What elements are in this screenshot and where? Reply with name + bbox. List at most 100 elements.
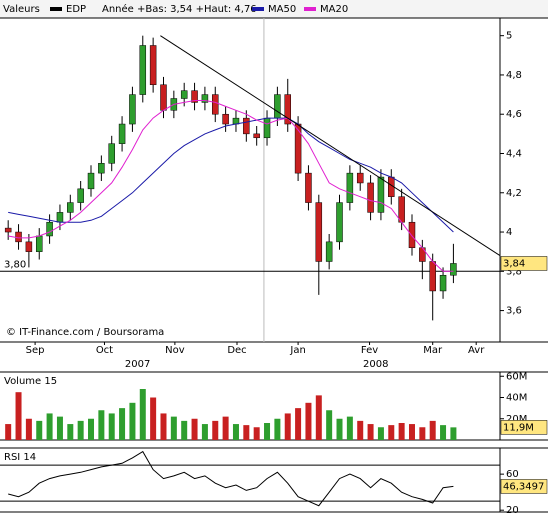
last-value-box (500, 420, 548, 435)
candle-body (439, 274, 447, 292)
volume-bar (222, 416, 229, 440)
volume-bar (139, 389, 146, 440)
volume-bar (160, 413, 167, 440)
legend-swatch (252, 7, 264, 11)
volume-bar (367, 424, 374, 440)
volume-bar (450, 427, 457, 440)
last-value-box (500, 479, 548, 494)
volume-bar (15, 392, 22, 440)
candle-body (336, 202, 343, 243)
moving-average (8, 100, 454, 272)
candle-body (98, 163, 105, 174)
candle-body (77, 188, 84, 203)
legend-ma20: MA20 (320, 4, 348, 15)
volume-bar (336, 418, 343, 440)
candle-body (25, 241, 33, 252)
volume-bar (56, 416, 63, 440)
y-tick-label: 5 (506, 31, 512, 42)
y-tick-label: 20M (506, 414, 527, 425)
volume-bar (191, 418, 198, 440)
support-label: 3,80 (4, 259, 26, 270)
candle-body (191, 90, 198, 103)
legend-symbol: EDP (66, 4, 86, 15)
last-value-label: 11,9M (503, 422, 534, 433)
volume-bar (346, 416, 353, 440)
x-tick-label: Nov (165, 345, 185, 356)
candle-body (87, 172, 95, 190)
candle-body (56, 212, 64, 223)
y-tick-label: 4,4 (506, 148, 522, 159)
candle-body (305, 172, 312, 203)
candle-body (4, 227, 12, 233)
volume-bar (150, 397, 157, 440)
panel-title: Volume 15 (4, 376, 57, 387)
panel-title: RSI 14 (4, 452, 36, 463)
candle-body (201, 94, 209, 103)
range-info: Année +Bas: 3,54 +Haut: 4,76 (102, 3, 257, 15)
candle-body (429, 261, 436, 292)
y-tick-label: 60M (506, 371, 527, 382)
volume-bar (408, 424, 415, 440)
y-tick-label: 20 (506, 505, 519, 516)
candle-body (294, 123, 302, 174)
candle-body (243, 117, 250, 135)
x-tick-label: Jan (289, 345, 305, 356)
candle-body (367, 182, 374, 213)
volume-bar (377, 427, 384, 440)
y-tick-label: 40M (506, 393, 527, 404)
candle-body (284, 94, 291, 125)
volume-bar (170, 416, 177, 440)
volume-bar (77, 420, 84, 440)
y-tick-label: 4,8 (506, 70, 522, 81)
candle-body (222, 113, 229, 125)
volume-bar (429, 420, 436, 440)
candle-body (46, 221, 53, 237)
volume-bar (398, 423, 405, 440)
last-value-label: 3,84 (503, 258, 525, 269)
candle-body (253, 133, 260, 139)
candle-body (356, 172, 364, 184)
x-tick-label: Mar (423, 345, 443, 356)
candle-body (67, 202, 74, 213)
candle-body (129, 94, 136, 125)
volume-bar (253, 427, 260, 440)
candle-body (274, 94, 281, 119)
volume-bar (212, 420, 219, 440)
menu[interactable]: Valeurs (3, 4, 40, 15)
legend-swatch (304, 7, 316, 11)
candle-body (35, 235, 43, 252)
x-tick-label: Avr (468, 345, 485, 356)
volume-bar (119, 408, 126, 440)
candle-body (398, 196, 405, 223)
volume-bar (108, 413, 115, 440)
volume-bar (181, 420, 188, 440)
y-tick-label: 3,6 (506, 306, 522, 317)
x-tick-label: Sep (26, 345, 45, 356)
y-tick-label: 4,6 (506, 109, 522, 120)
volume-bar (46, 413, 53, 440)
candle-body (212, 94, 219, 115)
volume-bar (129, 402, 136, 440)
candle-body (263, 117, 271, 139)
volume-bar (305, 402, 312, 440)
trend-line (160, 35, 501, 257)
volume-bar (201, 424, 208, 440)
volume-bar (36, 420, 43, 440)
last-value-label: 46,3497 (503, 481, 544, 492)
candle-body (377, 176, 385, 213)
moving-average (8, 117, 454, 233)
candle-body (180, 90, 188, 99)
y-tick-label: 60 (506, 469, 519, 480)
volume-bar (419, 427, 426, 440)
volume-bar (25, 418, 32, 440)
volume-bar (315, 395, 322, 440)
x-tick-label: Dec (227, 345, 246, 356)
volume-bar (5, 424, 12, 440)
candle-body (408, 221, 416, 248)
y-tick-label: 4 (506, 227, 512, 238)
legend-swatch (50, 7, 62, 11)
volume-bar (274, 418, 281, 440)
candle-body (346, 172, 354, 203)
volume-bar (357, 420, 364, 440)
